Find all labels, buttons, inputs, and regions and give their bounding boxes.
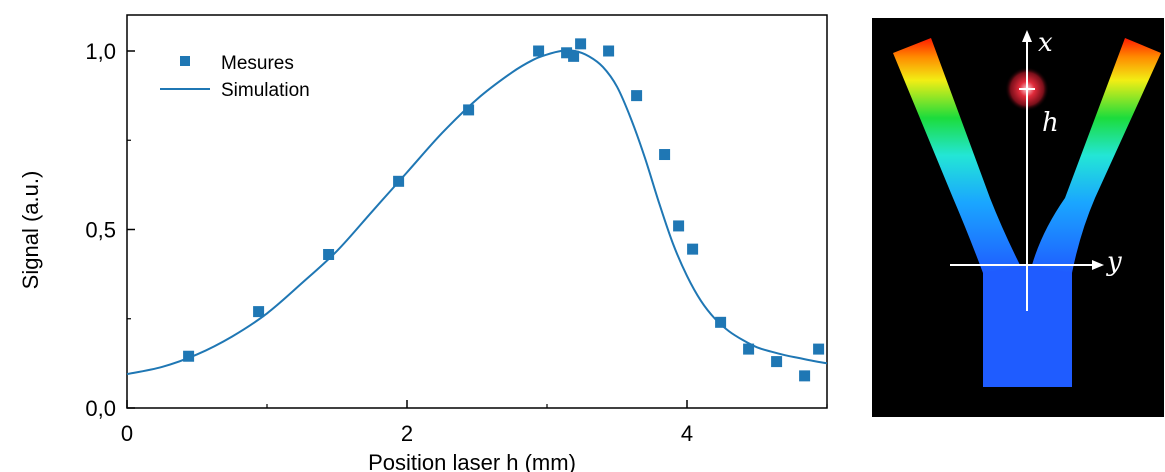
y-tick-label: 1,0 — [85, 39, 116, 64]
measurement-point — [575, 38, 587, 50]
measurement-point — [673, 220, 685, 232]
x-axis-label: Position laser h (mm) — [368, 450, 576, 472]
measurement-point — [323, 248, 335, 260]
measurement-markers — [183, 38, 825, 382]
measurement-point — [743, 343, 755, 355]
measurement-point — [659, 149, 671, 161]
legend-label-mesures: Mesures — [221, 53, 294, 74]
measurement-point — [813, 343, 825, 355]
legend-label-simulation: Simulation — [221, 80, 310, 101]
measurement-point — [533, 45, 545, 57]
measurement-point — [603, 45, 615, 57]
y-axis-arrowhead — [1092, 260, 1104, 270]
measurement-point — [799, 370, 811, 382]
y-tick-label: 0,5 — [85, 218, 116, 243]
channel-right-arm — [1032, 38, 1161, 273]
x-tick-label: 0 — [121, 421, 133, 446]
measurement-point — [715, 316, 727, 328]
measurement-point — [687, 243, 699, 255]
y-axis-label: y — [1106, 247, 1122, 277]
x-axis-label: x — [1038, 28, 1053, 58]
y-tick-label: 0,0 — [85, 396, 116, 421]
plot-frame — [126, 14, 828, 409]
measurement-point — [253, 306, 265, 318]
y-axis-label: Signal (a.u.) — [18, 171, 43, 290]
x-tick-label: 2 — [401, 421, 413, 446]
channel-left-arm — [893, 38, 1020, 273]
measurement-point — [561, 47, 573, 59]
measurement-point — [631, 90, 643, 102]
x-axis-arrowhead — [1022, 30, 1032, 42]
x-tick-label: 4 — [681, 421, 693, 446]
chart: 0 2 4 0,0 0,5 1,0 Mesures Simulation Position… — [18, 14, 828, 472]
legend: Mesures Simulation — [160, 53, 310, 101]
height-label: h — [1042, 108, 1059, 138]
measurement-point — [463, 104, 475, 116]
measurement-point — [183, 350, 195, 362]
legend-marker-mesures — [180, 56, 190, 66]
y-junction-diagram: x y h — [872, 18, 1164, 417]
plot-axes: 0 2 4 0,0 0,5 1,0 — [85, 14, 828, 446]
measurement-point — [771, 356, 783, 368]
measurement-point — [393, 175, 405, 187]
measurement-point — [568, 50, 580, 62]
